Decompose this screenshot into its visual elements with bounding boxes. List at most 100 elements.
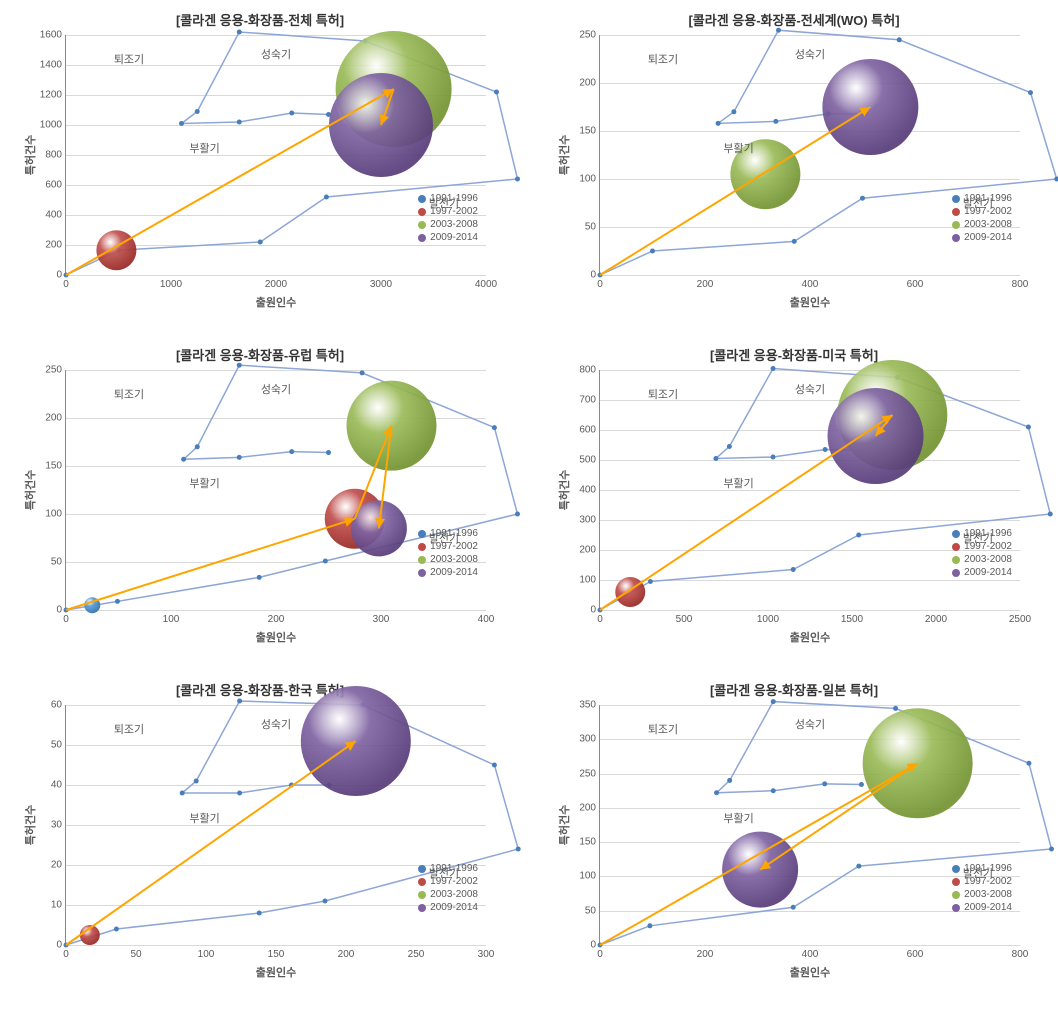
ytick-label: 700 (556, 395, 600, 406)
xtick-label: 1000 (757, 610, 779, 625)
xtick-label: 200 (338, 945, 355, 960)
xtick-label: 100 (198, 945, 215, 960)
chart-panel: [콜라겐 응용-화장품-전세계(WO) 특허]05010015020025002… (544, 10, 1044, 325)
ytick-label: 200 (556, 78, 600, 89)
annotation-maturity: 성숙기 (261, 46, 291, 62)
annotation-revival: 부활기 (723, 140, 753, 156)
ytick-label: 600 (556, 425, 600, 436)
legend-item: 2003-2008 (952, 219, 1012, 230)
legend-label: 2009-2014 (964, 567, 1012, 578)
xtick-label: 2000 (925, 610, 947, 625)
annotation-decline: 퇴조기 (648, 721, 678, 737)
outline-marker (1026, 425, 1031, 430)
outline-marker (1054, 177, 1058, 182)
trend-arrow-line (600, 415, 892, 610)
legend-marker (952, 891, 960, 899)
ytick-label: 200 (556, 545, 600, 556)
outline-marker (776, 28, 781, 33)
outline-marker (823, 447, 828, 452)
outline-marker (860, 196, 865, 201)
xtick-label: 200 (697, 275, 714, 290)
annotation-maturity: 성숙기 (261, 381, 291, 397)
chart-title: [콜라겐 응용-화장품-전체 특허] (10, 10, 510, 29)
outline-marker (289, 111, 294, 116)
legend-label: 2003-2008 (964, 219, 1012, 230)
ytick-label: 100 (556, 575, 600, 586)
legend-item: 1997-2002 (952, 876, 1012, 887)
outline-marker (492, 763, 497, 768)
xtick-label: 500 (676, 610, 693, 625)
legend-marker (418, 865, 426, 873)
outline-marker (360, 370, 365, 375)
legend-label: 2009-2014 (964, 902, 1012, 913)
outline-marker (179, 121, 184, 126)
outline-marker (731, 109, 736, 114)
annotation-revival: 부활기 (189, 475, 219, 491)
legend-marker (418, 208, 426, 216)
legend-label: 2003-2008 (430, 219, 478, 230)
ytick-label: 250 (22, 365, 66, 376)
outline-marker (716, 121, 721, 126)
annotation-decline: 퇴조기 (648, 51, 678, 67)
outline-marker (1028, 90, 1033, 95)
plot-area: 0200400600800100012001400160001000200030… (65, 35, 486, 276)
annotation-revival: 부활기 (189, 140, 219, 156)
outline-marker (893, 706, 898, 711)
legend-marker (952, 195, 960, 203)
outline-marker (237, 363, 242, 368)
xtick-label: 400 (802, 275, 819, 290)
legend-item: 1997-2002 (418, 206, 478, 217)
legend-marker (418, 530, 426, 538)
legend-label: 2003-2008 (430, 889, 478, 900)
chart-panel: [콜라겐 응용-화장품-일본 특허]0501001502002503003500… (544, 680, 1044, 995)
plot-area: 0102030405060050100150200250300출원인수퇴조기성숙… (65, 705, 486, 946)
chart-panel: [콜라겐 응용-화장품-전체 특허] 0200400600800100012001… (10, 10, 510, 325)
outline-marker (650, 249, 655, 254)
ytick-label: 1600 (22, 30, 66, 41)
legend-marker (418, 891, 426, 899)
outline-marker (237, 791, 242, 796)
outline-marker (237, 699, 242, 704)
legend-item: 2003-2008 (952, 554, 1012, 565)
outline-marker (791, 905, 796, 910)
chart-panel: [콜라겐 응용-화장품-유럽 특허]0501001502002500100200… (10, 345, 510, 660)
outline-marker (195, 109, 200, 114)
bubble (96, 230, 136, 270)
legend-marker (952, 543, 960, 551)
legend-item: 2009-2014 (952, 567, 1012, 578)
outline-marker (492, 425, 497, 430)
trend-arrow-line (66, 741, 356, 945)
chart-title: [콜라겐 응용-화장품-미국 특허] (544, 345, 1044, 364)
annotation-maturity: 성숙기 (795, 716, 825, 732)
ytick-label: 300 (556, 734, 600, 745)
xtick-label: 1000 (160, 275, 182, 290)
ytick-label: 500 (556, 455, 600, 466)
outline-marker (114, 927, 119, 932)
ytick-label: 600 (22, 180, 66, 191)
outline-marker (859, 782, 864, 787)
legend-item: 2003-2008 (952, 889, 1012, 900)
legend-marker (418, 543, 426, 551)
legend-label: 1997-2002 (430, 541, 478, 552)
plot-area: 0501001502002503003500200400600800출원인수퇴조… (599, 705, 1020, 946)
xtick-label: 200 (268, 610, 285, 625)
ytick-label: 10 (22, 900, 66, 911)
xtick-label: 100 (163, 610, 180, 625)
outline-marker (714, 790, 719, 795)
y-axis-label: 특허건수 (22, 470, 38, 510)
ytick-label: 200 (22, 413, 66, 424)
xtick-label: 400 (802, 945, 819, 960)
ytick-label: 350 (556, 700, 600, 711)
ytick-label: 60 (22, 700, 66, 711)
legend-item: 1997-2002 (952, 206, 1012, 217)
legend-label: 1991-1996 (964, 863, 1012, 874)
outline-marker (771, 788, 776, 793)
plot-area: 0501001502002500200400600800출원인수퇴조기성숙기부활… (599, 35, 1020, 276)
outline-marker (791, 567, 796, 572)
trend-arrow-line (600, 107, 870, 275)
legend-marker (418, 234, 426, 242)
xtick-label: 300 (373, 610, 390, 625)
ytick-label: 1200 (22, 90, 66, 101)
legend-item: 2009-2014 (418, 567, 478, 578)
legend: 1991-19961997-20022003-20082009-2014 (952, 193, 1012, 245)
